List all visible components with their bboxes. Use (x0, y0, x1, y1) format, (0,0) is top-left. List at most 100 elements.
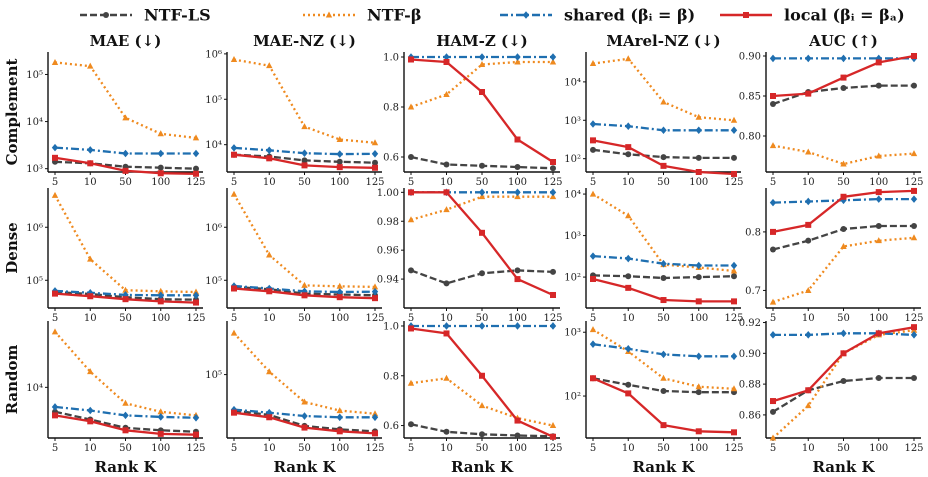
column-title: HAM-Z (↓) (436, 32, 528, 50)
x-axis-label: Rank K (451, 458, 514, 476)
data-point (805, 54, 812, 63)
data-point (731, 170, 737, 177)
data-point (514, 417, 521, 424)
data-point (550, 159, 556, 165)
panel: 0.86 0.88 0.90 0.92 5 10 50 100 125 (739, 318, 924, 454)
data-point (122, 427, 129, 434)
data-point (695, 169, 702, 175)
x-tick-label: 5 (231, 443, 237, 454)
column-title: MAE-NZ (↓) (253, 32, 356, 50)
data-point (230, 144, 238, 152)
data-point (87, 406, 94, 415)
data-point (87, 62, 94, 69)
data-point (301, 412, 308, 420)
y-tick-label: 10³ (564, 328, 581, 339)
data-point (550, 268, 556, 275)
x-tick-label: 100 (330, 313, 349, 324)
data-point (695, 298, 702, 305)
column-title: AUC (↑) (808, 32, 878, 50)
x-tick-label: 100 (689, 313, 708, 324)
x-tick-label: 5 (231, 313, 237, 324)
data-point (193, 299, 199, 306)
data-point (660, 350, 667, 359)
y-tick-label: 0.92 (739, 318, 761, 329)
x-tick-label: 50 (298, 177, 311, 188)
panel: 10⁴ 10⁵ 10⁶ 5 10 50 100 125 (205, 49, 384, 188)
y-tick-label: 10⁵ (26, 276, 43, 287)
data-point (911, 187, 917, 194)
y-tick-label: 0.98 (377, 217, 399, 228)
data-point (336, 150, 343, 158)
x-tick-label: 5 (590, 443, 596, 454)
panel: 10² 10³ 10⁴ 5 10 50 100 125 (564, 52, 744, 188)
data-point (625, 284, 632, 291)
legend-item: shared (βᵢ = β) (500, 6, 695, 25)
series-line (592, 193, 735, 273)
data-point (157, 430, 164, 437)
data-point (266, 251, 273, 258)
x-tick-label: 5 (770, 443, 776, 454)
data-point (372, 164, 378, 171)
x-axis-label: Rank K (94, 458, 157, 476)
y-tick-label: 0.8 (383, 371, 399, 382)
data-point (478, 188, 486, 197)
data-point (336, 428, 343, 435)
data-point (695, 389, 702, 396)
x-tick-label: 10 (802, 177, 815, 188)
y-tick-label: 0.90 (739, 52, 761, 63)
data-point (805, 387, 812, 394)
x-tick-label: 125 (724, 443, 743, 454)
data-point (230, 329, 238, 336)
data-point (122, 296, 129, 303)
data-point (769, 298, 777, 305)
data-point (550, 433, 556, 440)
data-point (840, 350, 847, 357)
panel: 10² 10³ 5 10 50 100 125 (564, 321, 744, 454)
data-point (266, 368, 273, 375)
data-point (336, 288, 343, 296)
data-point (157, 149, 164, 158)
data-point (371, 410, 379, 417)
data-point (514, 53, 521, 61)
data-point (336, 158, 343, 165)
data-point (122, 411, 129, 420)
data-point (192, 413, 200, 422)
data-point (840, 329, 847, 338)
data-point (230, 190, 238, 197)
x-tick-label: 5 (52, 177, 58, 188)
data-point (731, 154, 737, 161)
data-point (231, 285, 237, 292)
data-point (266, 288, 273, 295)
series-line (772, 329, 915, 439)
x-tick-label: 100 (508, 177, 527, 188)
data-point (695, 383, 702, 390)
legend-label: local (βᵢ = βₐ) (784, 6, 905, 25)
data-point (589, 120, 597, 128)
data-point (479, 270, 485, 277)
data-point (840, 225, 847, 232)
panel: 10⁴ 5 10 50 100 125 (26, 321, 206, 454)
data-point (443, 428, 450, 435)
series-line (772, 376, 914, 413)
data-point (372, 430, 378, 437)
legend-marker (325, 11, 333, 18)
data-point (266, 155, 273, 162)
series-line (411, 191, 554, 297)
data-point (770, 101, 776, 107)
x-tick-label: 10 (802, 313, 815, 324)
data-point (157, 413, 164, 421)
data-point (443, 330, 450, 337)
data-point (122, 399, 129, 406)
data-point (549, 188, 557, 197)
data-point (589, 326, 597, 333)
y-tick-label: 10² (564, 273, 581, 284)
data-point (157, 298, 164, 305)
data-point (660, 297, 667, 304)
data-point (301, 157, 308, 164)
data-point (695, 126, 702, 135)
data-point (408, 421, 414, 428)
x-tick-label: 100 (151, 443, 170, 454)
series-line (772, 326, 915, 403)
panel: 10² 10³ 10⁴ 5 10 50 100 125 (564, 188, 744, 324)
y-tick-label: 0.96 (377, 246, 399, 257)
